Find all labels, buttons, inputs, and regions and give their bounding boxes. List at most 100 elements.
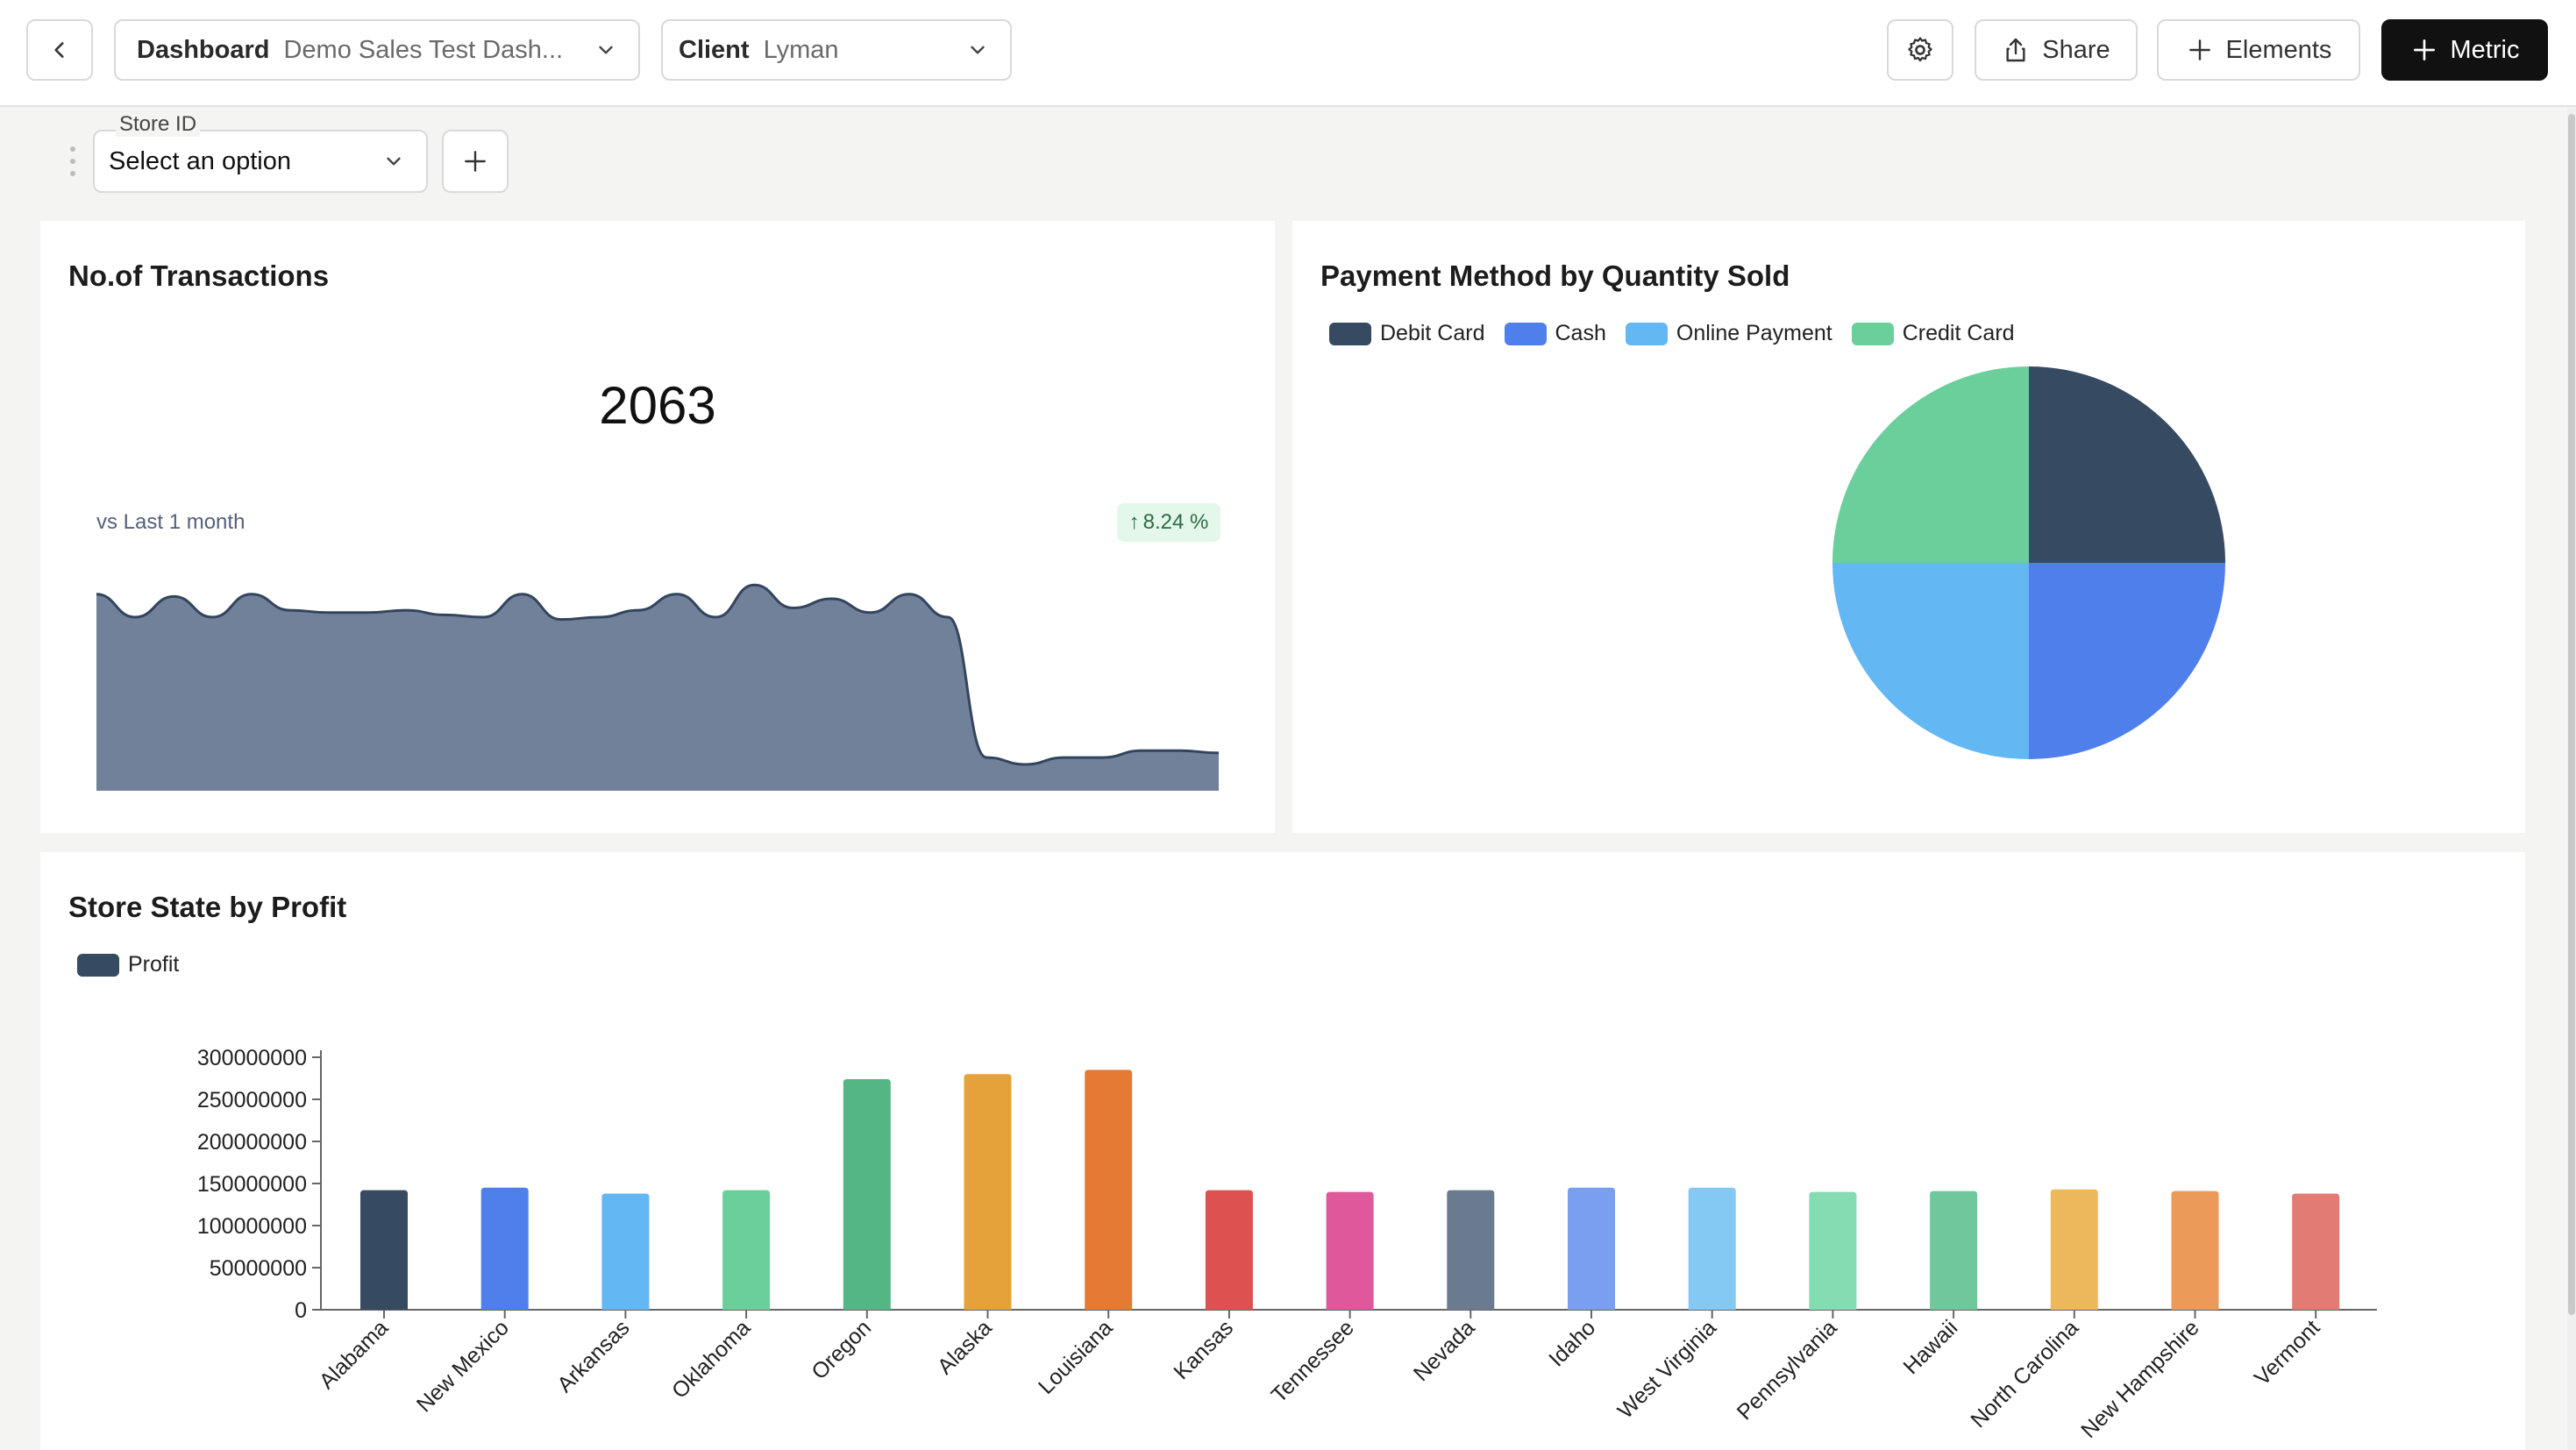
payment-card: Payment Method by Quantity Sold Debit Ca…: [1292, 221, 2525, 833]
legend-item[interactable]: Cash: [1504, 321, 1606, 346]
client-key: Client: [679, 35, 750, 64]
gear-icon: [1908, 37, 1932, 62]
transactions-card: No.of Transactions 2063 vs Last 1 month …: [40, 221, 1275, 833]
change-badge: ↑ 8.24 %: [1117, 503, 1220, 542]
change-value: 8.24 %: [1142, 510, 1209, 534]
legend-label: Credit Card: [1902, 321, 2015, 345]
metric-label: Metric: [2450, 35, 2520, 64]
sparkline-line: [96, 583, 1219, 766]
x-tick-label: Vermont: [2250, 1315, 2325, 1390]
legend-label: Profit: [128, 952, 180, 977]
pie-slice-cash[interactable]: [2029, 563, 2225, 759]
top-bar: Dashboard Demo Sales Test Dash... Client…: [0, 0, 2576, 107]
x-tick-label: West Virginia: [1613, 1315, 1721, 1423]
x-tick-label: Kansas: [1169, 1315, 1238, 1384]
x-tick-label: Arkansas: [552, 1315, 634, 1397]
y-tick-label: 0: [295, 1298, 307, 1323]
profit-bar-chart: 300000000 250000000 200000000 150000000 1000…: [197, 1046, 2377, 1443]
client-value: Lyman: [763, 35, 839, 64]
x-tick-label: Alabama: [315, 1315, 394, 1394]
back-button[interactable]: [26, 19, 93, 81]
chevron-left-icon: [54, 42, 64, 58]
x-tick-label: Hawaii: [1898, 1315, 1962, 1379]
bar-vermont[interactable]: [2292, 1193, 2340, 1310]
card-title: Store State by Profit: [68, 891, 347, 923]
legend-swatch: [1504, 322, 1547, 345]
store-id-label: Store ID: [116, 112, 201, 137]
bar-idaho[interactable]: [1568, 1187, 1615, 1310]
transactions-sparkline: [96, 583, 1219, 791]
elements-label: Elements: [2225, 35, 2332, 64]
payment-pie-chart: [1832, 366, 2225, 759]
bar-alabama[interactable]: [360, 1190, 408, 1310]
bar-arkansas[interactable]: [601, 1193, 650, 1310]
legend-swatch: [1851, 322, 1894, 345]
bar-west-virginia[interactable]: [1688, 1187, 1736, 1310]
bar-oregon[interactable]: [843, 1078, 891, 1310]
store-id-value: Select an option: [109, 146, 291, 175]
dashboard-value: Demo Sales Test Dash...: [283, 35, 564, 64]
legend-item[interactable]: Debit Card: [1329, 321, 1485, 346]
add-metric-button[interactable]: Metric: [2381, 19, 2548, 81]
elements-button[interactable]: Elements: [2157, 19, 2360, 81]
share-button[interactable]: Share: [1975, 19, 2138, 81]
x-tick-label: Alaska: [933, 1315, 997, 1379]
bar-new-mexico[interactable]: [480, 1187, 529, 1310]
chevron-down-icon: [599, 46, 613, 54]
kpi-value: 2063: [599, 376, 716, 435]
share-label: Share: [2042, 35, 2110, 64]
bar-north-carolina[interactable]: [2050, 1189, 2098, 1310]
plus-icon: [2413, 39, 2435, 60]
pie-slice-debit-card[interactable]: [2029, 366, 2225, 563]
legend-item[interactable]: Profit: [77, 952, 179, 977]
x-tick-label: Louisiana: [1034, 1315, 1118, 1399]
bar-pennsylvania[interactable]: [1809, 1191, 1857, 1310]
drag-handle[interactable]: [70, 146, 75, 178]
x-tick-label: Nevada: [1409, 1315, 1480, 1386]
legend-label: Online Payment: [1676, 321, 1832, 345]
add-filter-button[interactable]: [442, 130, 509, 193]
x-tick-label: Idaho: [1544, 1315, 1600, 1371]
legend-swatch: [1329, 322, 1371, 345]
legend-item[interactable]: Online Payment: [1625, 321, 1832, 346]
bar-new-hampshire[interactable]: [2171, 1191, 2219, 1310]
y-tick-label: 50000000: [210, 1256, 307, 1281]
legend-swatch: [1625, 322, 1668, 345]
x-tick-label: Tennessee: [1267, 1315, 1359, 1407]
bar-oklahoma[interactable]: [722, 1190, 771, 1310]
x-tick-label: North Carolina: [1966, 1315, 2083, 1432]
y-tick-label: 150000000: [197, 1172, 307, 1197]
dashboard-selector[interactable]: Dashboard Demo Sales Test Dash...: [114, 19, 640, 81]
comparison-label: vs Last 1 month: [96, 510, 246, 534]
x-tick-label: New Mexico: [412, 1315, 514, 1417]
card-title: Payment Method by Quantity Sold: [1320, 259, 1790, 292]
share-icon: [2006, 38, 2025, 62]
payment-legend: Debit Card Cash Online Payment Credit Card: [1329, 321, 2015, 346]
legend-label: Debit Card: [1380, 321, 1485, 345]
pie-slice-online-payment[interactable]: [1832, 563, 2029, 759]
settings-button[interactable]: [1887, 19, 1953, 81]
bar-hawaii[interactable]: [1930, 1191, 1978, 1310]
sparkline-area: [96, 585, 1219, 791]
scrollbar-thumb[interactable]: [2568, 114, 2575, 1315]
pie-slice-credit-card[interactable]: [1832, 366, 2029, 563]
x-tick-label: New Hampshire: [2076, 1315, 2204, 1443]
y-tick-label: 100000000: [197, 1214, 307, 1239]
bar-louisiana[interactable]: [1085, 1070, 1133, 1310]
bar-tennessee[interactable]: [1326, 1191, 1374, 1310]
card-title: No.of Transactions: [68, 259, 330, 292]
bar-nevada[interactable]: [1447, 1190, 1495, 1310]
y-tick-label: 200000000: [197, 1130, 307, 1155]
store-id-select[interactable]: Select an option: [93, 130, 428, 193]
legend-swatch: [77, 953, 119, 977]
legend-item[interactable]: Credit Card: [1851, 321, 2015, 346]
plus-icon: [465, 151, 486, 172]
chevron-down-icon: [387, 157, 401, 166]
chevron-down-icon: [971, 46, 985, 54]
x-tick-label: Oregon: [807, 1315, 876, 1384]
profit-card: Store State by Profit Profit 300000000 25…: [40, 852, 2525, 1450]
bar-kansas[interactable]: [1205, 1190, 1253, 1310]
dashboard-key: Dashboard: [137, 35, 270, 64]
client-selector[interactable]: Client Lyman: [661, 19, 1012, 81]
bar-alaska[interactable]: [964, 1074, 1012, 1310]
